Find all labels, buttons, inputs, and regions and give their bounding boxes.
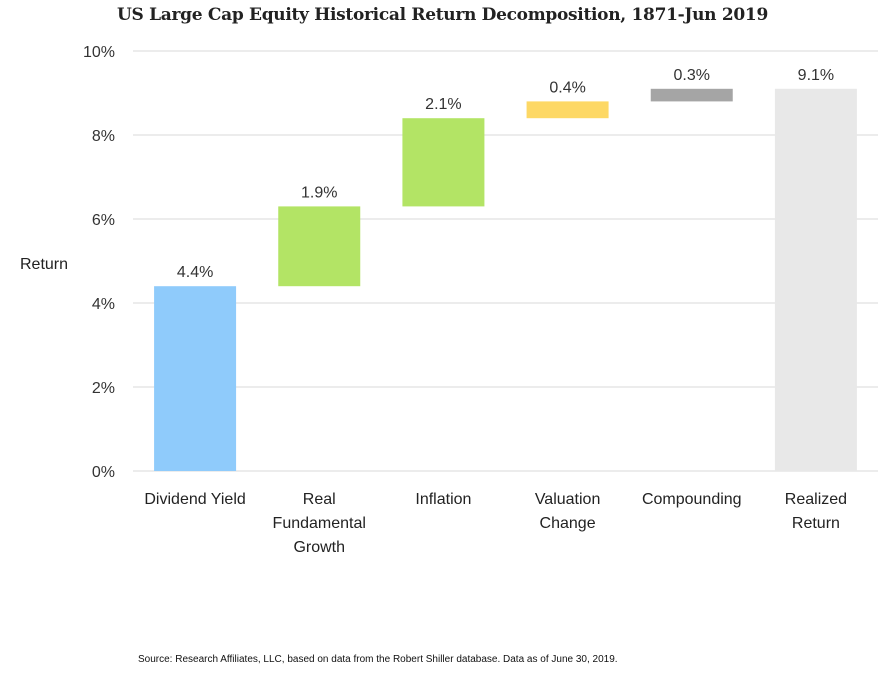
bar-real-fundamental-growth — [278, 206, 361, 287]
data-label: 4.4% — [177, 264, 213, 281]
bar-compounding — [650, 88, 733, 102]
waterfall-chart: 0% 2% 4% 6% 8% 10% Return 4.4% 1.9% 2.1% 0.4% 0.3… — [20, 44, 878, 556]
data-label: 0.4% — [549, 79, 585, 96]
x-tick-label: Change — [540, 515, 596, 532]
x-tick-label: Valuation — [535, 491, 601, 508]
data-label: 1.9% — [301, 184, 337, 201]
y-tick-label: 2% — [92, 380, 115, 397]
source-note: Source: Research Affiliates, LLC, based … — [138, 654, 618, 665]
bar-valuation-change — [526, 101, 609, 119]
y-tick-label: 10% — [83, 44, 115, 61]
data-labels: 4.4% 1.9% 2.1% 0.4% 0.3% 9.1% — [177, 67, 834, 281]
x-tick-label: Realized — [785, 491, 847, 508]
y-axis-label: Return — [20, 256, 68, 273]
y-tick-label: 8% — [92, 128, 115, 145]
x-tick-label: Compounding — [642, 491, 742, 508]
bar-dividend-yield — [154, 286, 237, 471]
x-tick-label: Dividend Yield — [144, 491, 245, 508]
bars — [154, 88, 857, 472]
y-tick-label: 6% — [92, 212, 115, 229]
y-tick-label: 4% — [92, 296, 115, 313]
y-axis-ticks: 0% 2% 4% 6% 8% 10% — [83, 44, 115, 481]
x-tick-label: Inflation — [415, 491, 471, 508]
x-tick-label: Return — [792, 515, 840, 532]
data-label: 0.3% — [674, 67, 710, 84]
bar-inflation — [402, 118, 485, 207]
category-labels: Dividend Yield Real Fundamental Growth Infla… — [144, 491, 847, 556]
gridlines — [133, 50, 878, 472]
x-tick-label: Real — [303, 491, 336, 508]
y-tick-label: 0% — [92, 464, 115, 481]
chart-title: US Large Cap Equity Historical Return De… — [117, 5, 768, 25]
bar-realized-return — [774, 88, 857, 472]
data-label: 2.1% — [425, 96, 461, 113]
data-label: 9.1% — [798, 67, 834, 84]
x-tick-label: Growth — [293, 539, 345, 556]
x-tick-label: Fundamental — [273, 515, 366, 532]
